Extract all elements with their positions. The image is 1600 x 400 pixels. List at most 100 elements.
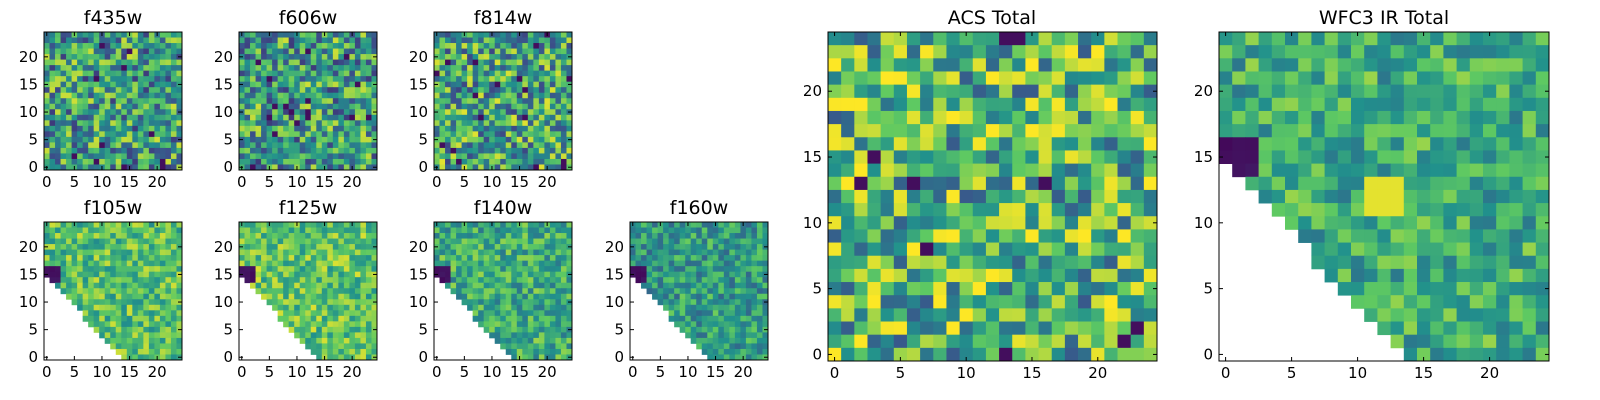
heatmap-cell <box>82 249 89 256</box>
heatmap-cell <box>1025 150 1039 164</box>
heatmap-cell <box>60 227 67 234</box>
heatmap-cell <box>434 87 440 94</box>
heatmap-cell <box>137 87 144 94</box>
heatmap-cell <box>533 233 540 239</box>
heatmap-cell <box>439 271 446 278</box>
heatmap-cell <box>494 299 501 306</box>
heatmap-cell <box>762 222 769 228</box>
heatmap-cell <box>310 81 317 88</box>
heatmap-cell <box>82 315 89 322</box>
heatmap-cell <box>467 87 474 94</box>
heatmap-cell <box>261 48 267 55</box>
heatmap-cell <box>299 158 306 165</box>
heatmap-cell <box>255 120 262 127</box>
heatmap-cell <box>255 277 262 284</box>
heatmap-cell <box>283 227 290 234</box>
heatmap-cell <box>143 266 150 273</box>
heatmap-cell <box>533 271 540 278</box>
heatmap-cell <box>1430 84 1444 99</box>
heatmap-cell <box>310 136 317 143</box>
heatmap-cell <box>740 260 747 267</box>
heatmap-cell <box>1064 150 1079 164</box>
heatmap-cell <box>66 76 72 83</box>
heatmap-cell <box>55 125 61 132</box>
heatmap-cell <box>283 37 290 44</box>
heatmap-cell <box>560 337 567 344</box>
heatmap-cell <box>1078 97 1092 112</box>
heatmap-cell <box>77 271 84 278</box>
heatmap-cell <box>828 176 842 191</box>
heatmap-cell <box>349 136 356 143</box>
heatmap-cell <box>266 120 273 127</box>
heatmap-cell <box>461 271 468 278</box>
heatmap-cell <box>176 233 183 239</box>
heatmap-cell <box>154 315 161 322</box>
heatmap-cell <box>327 70 334 77</box>
heatmap-cell <box>338 249 345 256</box>
heatmap-cell <box>450 227 457 234</box>
heatmap-cell <box>505 222 512 228</box>
heatmap-cell <box>126 65 133 72</box>
heatmap-cell <box>641 249 647 256</box>
heatmap-cell <box>516 277 523 284</box>
heatmap-cell <box>434 76 440 83</box>
heatmap-cell <box>560 32 567 38</box>
heatmap-cell <box>723 310 730 317</box>
heatmap-cell <box>566 310 573 317</box>
heatmap-cell <box>674 233 681 239</box>
heatmap-cell <box>560 326 567 333</box>
heatmap-cell <box>261 282 267 289</box>
heatmap-cell <box>343 81 350 88</box>
heatmap-cell <box>652 266 658 273</box>
heatmap-cell <box>880 32 895 46</box>
heatmap-cell <box>93 158 100 165</box>
heatmap-cell <box>472 70 479 77</box>
heatmap-cell <box>544 271 551 278</box>
heatmap-cell <box>176 343 183 350</box>
heatmap-cell <box>723 244 730 250</box>
heatmap-cell <box>104 304 111 311</box>
heatmap-cell <box>1104 110 1118 125</box>
heatmap-cell <box>66 92 72 99</box>
heatmap-cell <box>343 244 350 250</box>
heatmap-cell <box>272 92 279 99</box>
heatmap-cell <box>566 98 573 105</box>
heatmap-cell <box>305 114 312 121</box>
heatmap-cell <box>49 87 56 94</box>
heatmap-cell <box>555 293 562 300</box>
heatmap-cell <box>250 271 256 278</box>
heatmap-cell <box>959 255 974 270</box>
heatmap-cell <box>450 266 457 273</box>
heatmap-cell <box>1456 32 1471 46</box>
heatmap-cell <box>555 164 562 171</box>
heatmap-cell <box>946 216 960 230</box>
heatmap-cell <box>1091 45 1105 59</box>
heatmap-cell <box>365 43 372 49</box>
heatmap-cell <box>472 299 479 306</box>
heatmap-cell <box>1130 347 1145 362</box>
heatmap-cell <box>316 131 323 138</box>
heatmap-cell <box>516 310 523 317</box>
heatmap-cell <box>132 282 139 289</box>
heatmap-cell <box>99 299 106 306</box>
heatmap-cell <box>354 337 361 344</box>
heatmap-cell <box>972 84 987 99</box>
heatmap-cell <box>505 81 512 88</box>
heatmap-cell <box>505 109 512 116</box>
heatmap-cell <box>305 304 312 311</box>
heatmap-cell <box>49 81 56 88</box>
heatmap-cell <box>933 242 947 257</box>
heatmap-cell <box>159 321 166 328</box>
heatmap-cell <box>527 288 534 295</box>
heatmap-cell <box>283 260 290 267</box>
heatmap-cell <box>933 189 947 204</box>
heatmap-cell <box>360 125 367 132</box>
heatmap-cell <box>299 164 306 171</box>
heatmap-cell <box>154 282 161 289</box>
heatmap-cell <box>1417 32 1431 46</box>
heatmap-cell <box>544 114 551 121</box>
heatmap-cell <box>82 310 89 317</box>
heatmap-cell <box>841 242 855 257</box>
heatmap-cell <box>310 271 317 278</box>
heatmap-cell <box>854 163 868 178</box>
